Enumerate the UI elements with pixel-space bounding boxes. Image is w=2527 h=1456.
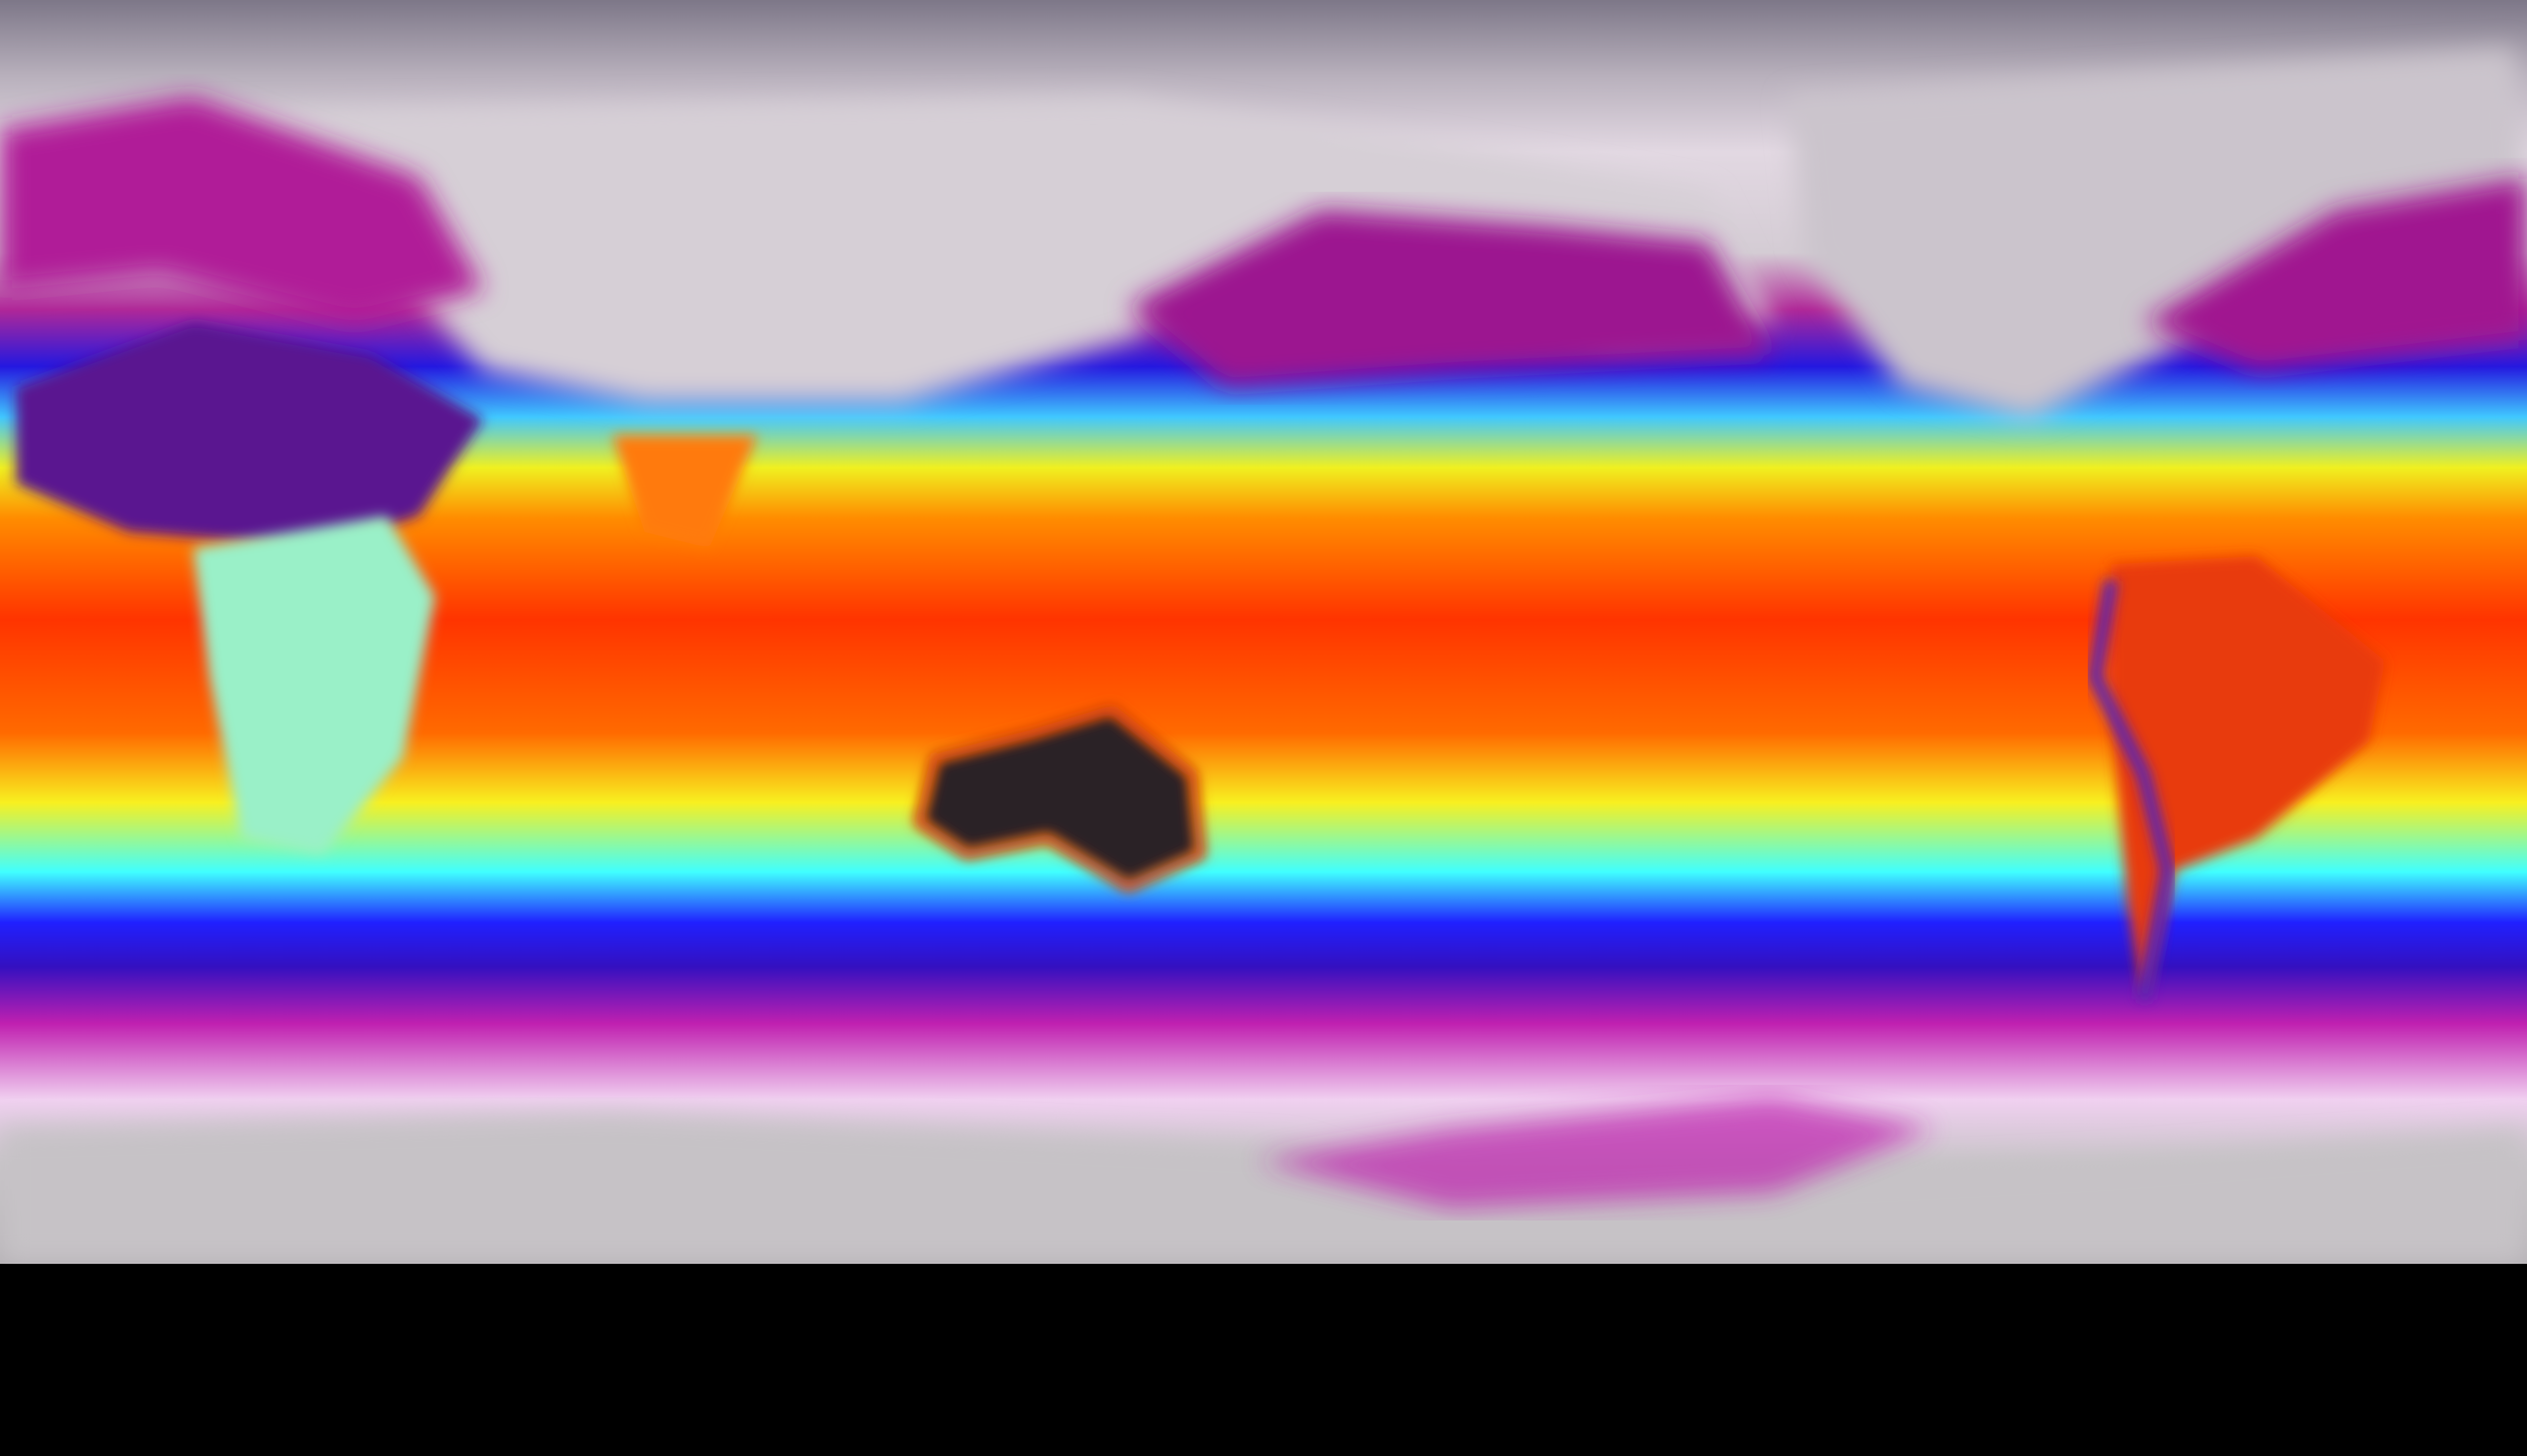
- eurasia-land: [193, 97, 1773, 403]
- pacific-cold-band: [1128, 209, 1773, 387]
- africa-land: [193, 515, 435, 855]
- sahara-region: [16, 322, 484, 548]
- south-america-land: [2111, 556, 2385, 1000]
- europe-cold-band: [0, 97, 484, 322]
- australia-land: [918, 709, 1201, 887]
- atlantic-cold-band: [2143, 177, 2527, 371]
- andes-cold-strip: [2088, 579, 2174, 1001]
- antarctica-land: [0, 1112, 2527, 1264]
- india-region: [612, 435, 758, 548]
- north-america-land: [1789, 48, 2527, 419]
- southern-ocean-cold-swirl: [1257, 1096, 1934, 1209]
- australia-coast: [913, 703, 1206, 893]
- global-temperature-map: [0, 0, 2527, 1264]
